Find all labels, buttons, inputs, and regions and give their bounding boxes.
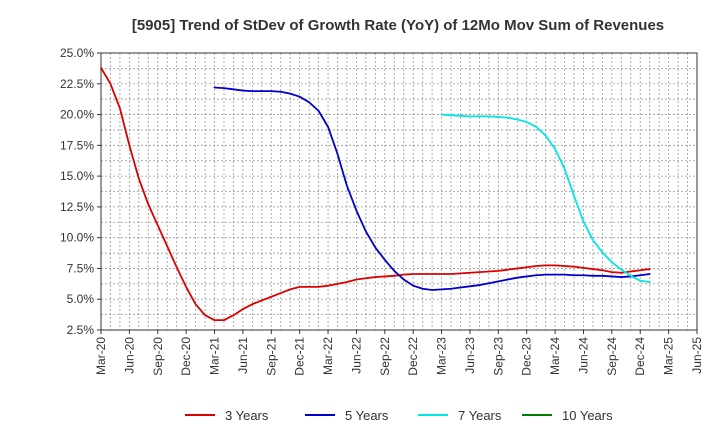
y-tick-label: 2.5% — [67, 323, 95, 337]
x-tick-label: Sep-20 — [151, 337, 165, 376]
x-tick-label: Sep-22 — [378, 337, 392, 376]
x-tick-label: Dec-24 — [633, 337, 647, 376]
x-tick-label: Mar-24 — [548, 337, 562, 375]
series-line-5-years — [213, 86, 651, 291]
y-tick-label: 15.0% — [60, 169, 94, 183]
y-tick-label: 5.0% — [67, 292, 95, 306]
x-tick-label: Mar-21 — [208, 337, 222, 375]
x-tick-label: Jun-23 — [463, 337, 477, 374]
x-tick-label: Mar-25 — [662, 337, 676, 375]
x-tick-label: Dec-22 — [406, 337, 420, 376]
y-tick-label: 7.5% — [67, 261, 95, 275]
series-line-7-years — [440, 113, 651, 283]
x-tick-label: Jun-25 — [690, 337, 704, 374]
y-tick-label: 22.5% — [60, 77, 94, 91]
plot-frame — [100, 52, 698, 331]
legend: 3 Years 5 Years 7 Years 10 Years — [185, 408, 613, 423]
x-tick-label: Dec-20 — [179, 337, 193, 376]
x-tick-label: Mar-22 — [321, 337, 335, 375]
x-tick-label: Jun-22 — [349, 337, 363, 374]
legend-label-10-years: 10 Years — [562, 408, 613, 423]
x-tick-label: Sep-21 — [264, 337, 278, 376]
y-tick-label: 17.5% — [60, 138, 94, 152]
x-tick-label: Mar-23 — [435, 337, 449, 375]
y-tick-label: 25.0% — [60, 46, 94, 60]
x-tick-label: Sep-23 — [491, 337, 505, 376]
x-tick-label: Mar-20 — [94, 337, 108, 375]
legend-label-7-years: 7 Years — [458, 408, 502, 423]
x-tick-label: Dec-21 — [293, 337, 307, 376]
y-tick-label: 20.0% — [60, 108, 94, 122]
y-tick-label: 12.5% — [60, 200, 94, 214]
x-tick-label: Sep-24 — [605, 337, 619, 376]
x-tick-label: Jun-21 — [236, 337, 250, 374]
legend-label-5-years: 5 Years — [345, 408, 389, 423]
chart-title: [5905] Trend of StDev of Growth Rate (Yo… — [132, 17, 664, 34]
y-tick-label: 10.0% — [60, 231, 94, 245]
x-tick-label: Dec-23 — [520, 337, 534, 376]
x-tick-label: Jun-24 — [576, 337, 590, 374]
series-line-3-years — [100, 66, 651, 322]
x-tick-label: Jun-20 — [122, 337, 136, 374]
plot-area: 2.5% 5.0% 7.5% 10.0% 12.5% 15.0% 17.5% 20.0% 22.… — [60, 46, 704, 376]
legend-label-3-years: 3 Years — [225, 408, 269, 423]
